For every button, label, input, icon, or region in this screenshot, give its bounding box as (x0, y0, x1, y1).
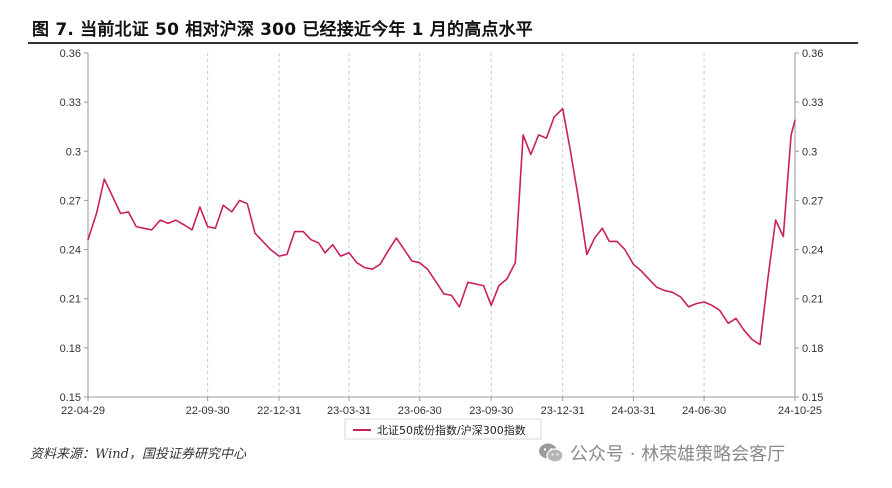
x-tick-label: 22-04-29 (61, 405, 105, 417)
axes (84, 52, 799, 401)
y-tick-label-right: 0.36 (802, 48, 823, 60)
legend: 北证50成份指数/沪深300指数 (344, 418, 542, 440)
chart-title: 图 7. 当前北证 50 相对沪深 300 已经接近今年 1 月的高点水平 (32, 20, 534, 40)
y-tick-label-left: 0.18 (60, 343, 81, 355)
y-tick-label-right: 0.18 (802, 343, 823, 355)
series-line (87, 107, 796, 346)
x-tick-label: 23-06-30 (398, 405, 442, 417)
y-tick-label-right: 0.33 (802, 97, 823, 109)
y-tick-label-left: 0.33 (60, 97, 81, 109)
y-tick-label-left: 0.24 (60, 245, 81, 257)
watermark: 公众号 · 林荣雄策略会客厅 (538, 440, 785, 466)
series-layer (87, 107, 796, 346)
y-tick-label-right: 0.15 (802, 392, 823, 404)
legend-label: 北证50成份指数/沪深300指数 (377, 423, 526, 437)
x-tick-label: 23-09-30 (469, 405, 513, 417)
tick-labels: 0.15 0.15 0.18 0.18 0.21 0.21 0.24 0.24 0.27 0.27… (60, 48, 824, 417)
grid (207, 53, 705, 397)
source-note: 资料来源：Wind，国投证券研究中心 (30, 447, 246, 462)
x-tick-label: 24-10-25 (778, 405, 822, 417)
x-tick-label: 23-03-31 (327, 405, 371, 417)
x-tick-label: 24-03-31 (611, 405, 655, 417)
y-tick-label-left: 0.36 (60, 48, 81, 60)
y-tick-label-right: 0.24 (802, 245, 823, 257)
y-tick-label-left: 0.15 (60, 392, 81, 404)
y-tick-label-left: 0.21 (60, 294, 81, 306)
x-tick-label: 23-12-31 (541, 405, 585, 417)
watermark-text: 公众号 · 林荣雄策略会客厅 (570, 444, 786, 465)
y-tick-label-left: 0.3 (66, 146, 81, 158)
x-tick-label: 22-09-30 (186, 405, 230, 417)
legend-box (344, 418, 542, 440)
wechat-icon (539, 443, 564, 463)
x-tick-label: 24-06-30 (682, 405, 726, 417)
x-tick-label: 22-12-31 (257, 405, 301, 417)
line-chart: 0.15 0.15 0.18 0.18 0.21 0.21 0.24 0.24 0.27 0.27… (60, 48, 824, 440)
y-tick-label-right: 0.3 (802, 146, 817, 158)
y-tick-label-right: 0.21 (802, 294, 823, 306)
title-divider (28, 42, 858, 44)
y-tick-label-right: 0.27 (802, 195, 823, 207)
y-tick-label-left: 0.27 (60, 195, 81, 207)
